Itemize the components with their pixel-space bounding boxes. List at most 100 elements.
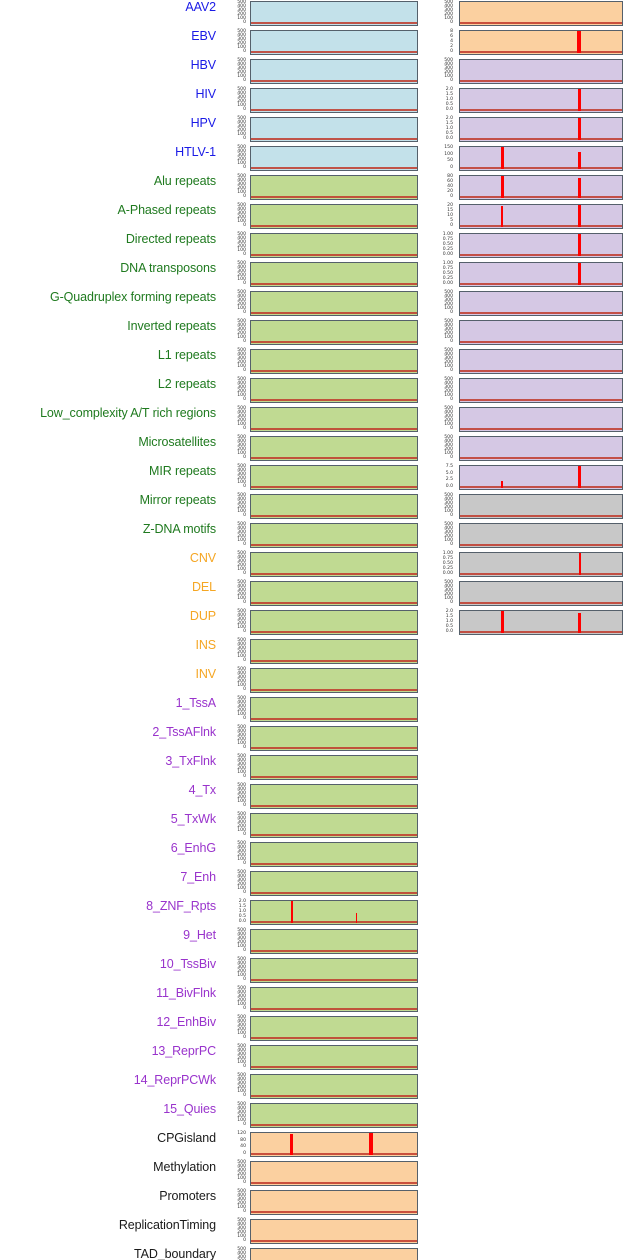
y-tick-label: 0 [243, 368, 246, 373]
track-plot-left-6 [250, 175, 418, 200]
track-label-low-complexity-a-t-rich-regions: Low_complexity A/T rich regions [40, 406, 216, 420]
y-tick-label: 0 [243, 687, 246, 692]
track-plot-right-6 [459, 175, 623, 200]
y-tick-label: 0 [243, 890, 246, 895]
y-tick-label: 0 [243, 1122, 246, 1127]
y-axis-left-1: 500 400 300 200 100 0 [222, 29, 248, 55]
y-tick-label: 100 [237, 306, 246, 311]
y-tick-label: 2 [450, 44, 453, 49]
y-tick-label: 200 [237, 186, 246, 191]
y-tick-label: 80 [240, 1137, 246, 1143]
y-tick-label: 100 [444, 393, 453, 398]
y-tick-label: 500 [444, 406, 453, 411]
y-axis-left-33: 500 400 300 200 100 0 [222, 957, 248, 983]
signal-baseline [251, 979, 417, 981]
signal-baseline [251, 341, 417, 343]
track-plot-right-11 [459, 320, 623, 345]
y-tick-label: 300 [237, 530, 246, 535]
track-label-dup: DUP [189, 609, 216, 623]
y-tick-label: 2.0 [445, 87, 453, 92]
y-tick-label: 0 [243, 803, 246, 808]
y-axis-left-17: 500 400 300 200 100 0 [222, 493, 248, 519]
track-label-hpv: HPV [190, 116, 217, 130]
y-axis-left-37: 500 400 300 200 100 0 [222, 1073, 248, 1099]
y-axis-left-4: 500 400 300 200 100 0 [222, 116, 248, 142]
y-tick-label: 0 [243, 1035, 246, 1040]
track-plot-left-37 [250, 1074, 418, 1099]
y-tick-label: 0 [243, 281, 246, 286]
y-tick-label: 200 [237, 389, 246, 394]
y-tick-label: 0 [243, 49, 246, 54]
y-tick-label: 120 [237, 1131, 246, 1136]
y-tick-label: 400 [444, 439, 453, 444]
signal-peak [355, 912, 358, 923]
track-plot-left-35 [250, 1016, 418, 1041]
y-tick-label: 400 [444, 4, 453, 9]
y-tick-label: 300 [237, 153, 246, 158]
y-tick-label: 400 [237, 497, 246, 502]
y-tick-label: 0 [450, 426, 453, 431]
y-tick-label: 0 [243, 252, 246, 257]
y-axis-left-16: 500 400 300 200 100 0 [222, 464, 248, 490]
signal-baseline [460, 80, 622, 82]
y-tick-label: 100 [237, 567, 246, 572]
track-plot-right-16 [459, 465, 623, 490]
y-tick-label: 100 [444, 16, 453, 21]
track-plot-right-12 [459, 349, 623, 374]
track-plot-left-15 [250, 436, 418, 461]
signal-baseline [251, 631, 417, 633]
y-tick-label: 100 [237, 335, 246, 340]
y-tick-label: 200 [444, 70, 453, 75]
y-tick-label: 400 [237, 613, 246, 618]
y-tick-label: 100 [237, 393, 246, 398]
track-label-a-phased-repeats: A-Phased repeats [117, 203, 217, 217]
y-axis-right-13: 500 400 300 200 100 0 [429, 377, 455, 403]
track-plot-left-19 [250, 552, 418, 577]
signal-baseline [460, 544, 622, 546]
track-plot-right-14 [459, 407, 623, 432]
y-tick-label: 300 [237, 240, 246, 245]
track-label-5-txwk: 5_TxWk [170, 812, 216, 826]
y-tick-label: 100 [444, 538, 453, 543]
y-tick-label: 0 [243, 107, 246, 112]
track-plot-left-36 [250, 1045, 418, 1070]
track-plot-left-25 [250, 726, 418, 751]
track-plot-right-10 [459, 291, 623, 316]
y-tick-label: 0 [243, 542, 246, 547]
signal-baseline [251, 428, 417, 430]
y-tick-label: 0 [243, 397, 246, 402]
y-tick-label: 0 [450, 194, 453, 199]
y-tick-label: 8 [450, 29, 453, 34]
track-label-7-enh: 7_Enh [180, 870, 216, 884]
y-tick-label: 100 [237, 422, 246, 427]
y-axis-left-5: 500 400 300 200 100 0 [222, 145, 248, 171]
signal-peak [500, 205, 504, 227]
signal-baseline [460, 51, 622, 53]
y-tick-label: 0 [450, 513, 453, 518]
signal-baseline [460, 341, 622, 343]
y-tick-label: 0 [243, 977, 246, 982]
y-tick-label: 200 [444, 360, 453, 365]
y-tick-label: 500 [237, 87, 246, 92]
y-tick-label: 400 [444, 410, 453, 415]
y-tick-label: 100 [237, 103, 246, 108]
y-tick-label: 80 [447, 174, 453, 179]
track-plot-right-5 [459, 146, 623, 171]
y-tick-label: 400 [237, 439, 246, 444]
y-tick-label: 1.0 [445, 97, 453, 102]
track-label-replicationtiming: ReplicationTiming [118, 1218, 216, 1232]
signal-baseline [251, 254, 417, 256]
track-label-column: AAV2 EBV HBV HIV HPV HTLV-1 Alu repeats A-Phase… [0, 0, 220, 1260]
y-tick-label: 100 [444, 74, 453, 79]
y-tick-label: 0 [450, 223, 453, 228]
y-tick-label: 500 [237, 464, 246, 469]
y-tick-label: 0.00 [442, 571, 453, 576]
y-tick-label: 0 [243, 223, 246, 228]
y-tick-label: 500 [237, 290, 246, 295]
y-tick-label: 0 [243, 1180, 246, 1185]
y-axis-left-23: 500 400 300 200 100 0 [222, 667, 248, 693]
y-tick-label: 300 [444, 8, 453, 13]
y-axis-left-30: 500 400 300 200 100 0 [222, 870, 248, 896]
